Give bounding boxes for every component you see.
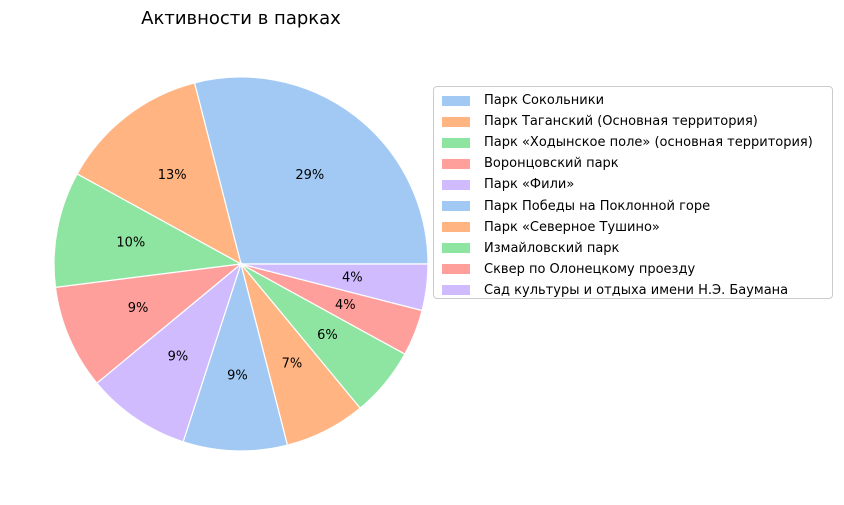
slice-percent-label: 6% (317, 328, 338, 343)
legend-item: Сквер по Олонецкому проезду (442, 259, 695, 280)
legend-swatch (442, 285, 470, 296)
legend-item: Парк «Ходынское поле» (основная территор… (442, 132, 813, 153)
legend-swatch (442, 116, 470, 127)
chart-title: Активности в парках (141, 8, 341, 29)
pie-slice (182, 261, 289, 452)
slice-percent-label: 9% (227, 369, 248, 384)
legend-label: Парк Таганский (Основная территория) (484, 114, 758, 130)
legend-item: Парк «Северное Тушино» (442, 217, 660, 238)
legend-label: Измайловский парк (484, 240, 620, 256)
legend-item: Парк Таганский (Основная территория) (442, 111, 758, 132)
pie-slice (240, 263, 429, 312)
legend-item: Парк Победы на Поклонной горе (442, 196, 710, 217)
legend-label: Сад культуры и отдыха имени Н.Э. Баумана (484, 282, 789, 298)
slice-percent-label: 10% (116, 235, 145, 250)
pie-slice (193, 76, 429, 265)
slice-percent-label: 9% (128, 301, 149, 316)
pie-slice (53, 173, 243, 289)
pie-slice (96, 262, 243, 443)
slice-percent-label: 7% (282, 356, 303, 371)
legend-label: Парк «Ходынское поле» (основная территор… (484, 135, 813, 151)
legend-swatch (442, 95, 470, 106)
legend-item: Парк «Фили» (442, 174, 574, 195)
legend-item: Воронцовский парк (442, 153, 619, 174)
legend-swatch (442, 222, 470, 233)
slice-percent-label: 4% (342, 271, 363, 286)
legend-label: Парк Сокольники (484, 93, 605, 108)
legend-label: Парк «Фили» (484, 177, 575, 193)
legend-label: Парк «Северное Тушино» (484, 219, 660, 235)
legend-swatch (442, 158, 470, 169)
legend-label: Воронцовский парк (484, 156, 619, 172)
legend-swatch (442, 179, 470, 190)
slice-percent-label: 29% (295, 168, 324, 183)
legend-label: Парк Победы на Поклонной горе (484, 198, 711, 214)
pie-slice (54, 263, 243, 385)
legend-item: Сад культуры и отдыха имени Н.Э. Баумана (442, 280, 788, 301)
slice-percent-label: 13% (158, 168, 187, 183)
legend-item: Измайловский парк (442, 238, 619, 259)
legend-swatch (442, 201, 470, 211)
slice-percent-label: 4% (335, 298, 356, 313)
legend-swatch (442, 137, 470, 148)
legend-swatch (442, 243, 470, 254)
pie-chart: 29% 13% 10% 9% 9% 9% 7% 6% 4% 4% (53, 76, 429, 452)
legend-item: Парк Сокольники (442, 90, 604, 111)
slice-percent-label: 9% (168, 349, 189, 364)
legend: Парк Сокольники Парк Таганский (Основная … (433, 86, 833, 299)
legend-swatch (442, 264, 470, 275)
pie-slice (76, 82, 242, 266)
legend-label: Сквер по Олонецкому проезду (484, 261, 696, 277)
